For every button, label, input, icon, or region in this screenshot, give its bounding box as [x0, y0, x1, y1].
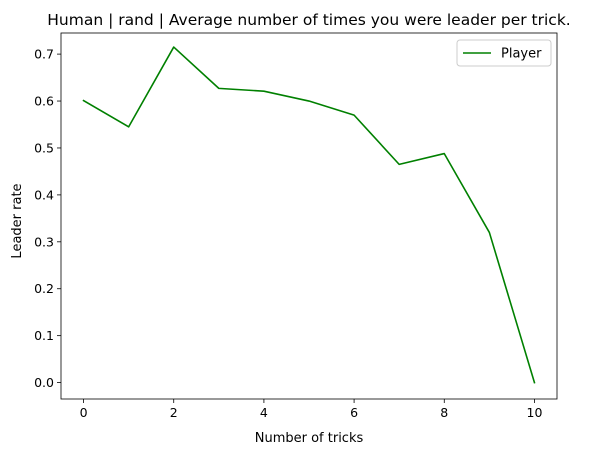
y-tick-label: 0.5	[34, 140, 54, 155]
y-tick-label: 0.0	[34, 375, 54, 390]
x-tick-label: 4	[260, 405, 268, 420]
series-layer	[82, 46, 536, 384]
y-tick-label: 0.3	[34, 234, 54, 249]
x-tick-label: 2	[170, 405, 178, 420]
x-tick-label: 0	[80, 405, 88, 420]
series-line-player	[82, 46, 536, 384]
legend-box	[456, 39, 552, 67]
x-axis: 0 2 4 6 8 10	[80, 399, 543, 420]
plot-frame	[60, 32, 558, 400]
y-tick-label: 0.1	[34, 328, 54, 343]
y-axis-label: Leader rate	[10, 183, 25, 258]
legend: Player	[456, 39, 552, 67]
x-tick-label: 10	[527, 405, 543, 420]
x-tick-label: 6	[350, 405, 358, 420]
chart-title: Human | rand | Average number of times y…	[47, 11, 570, 29]
legend-label: Player	[501, 47, 542, 62]
x-tick-label: 8	[440, 405, 448, 420]
y-tick-label: 0.2	[34, 281, 54, 296]
y-tick-label: 0.4	[34, 187, 54, 202]
y-tick-label: 0.6	[34, 94, 54, 109]
plot-area	[60, 32, 558, 400]
x-axis-label: Number of tricks	[255, 431, 364, 446]
y-axis: 0.0 0.1 0.2 0.3 0.4 0.5 0.6 0.7	[34, 47, 61, 390]
y-tick-label: 0.7	[34, 47, 54, 62]
